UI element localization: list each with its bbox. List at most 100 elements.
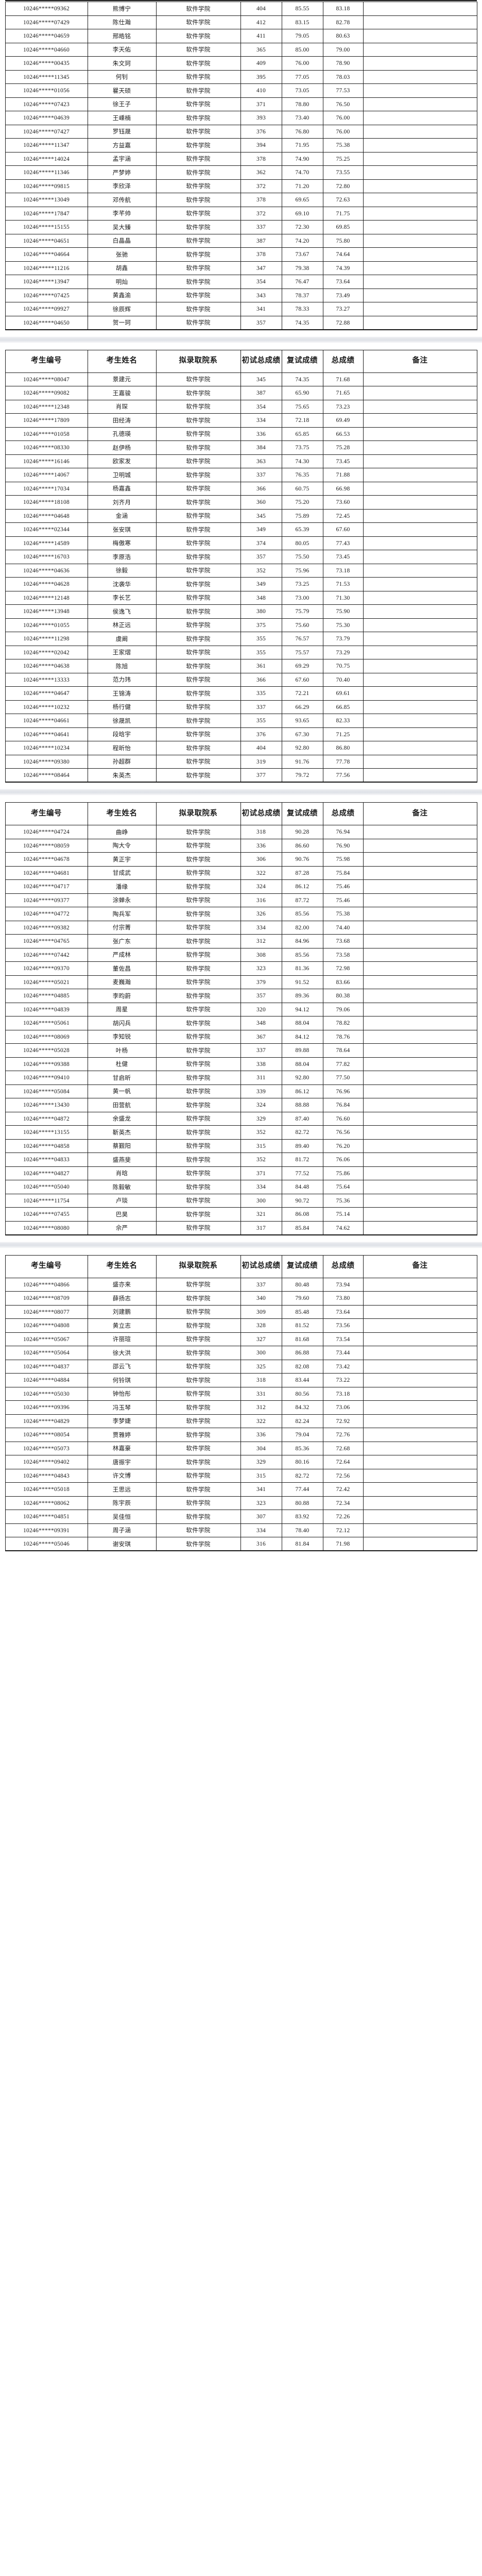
cell-candidate-name: 李欣泽: [87, 179, 157, 193]
cell-retest-score: 81.72: [281, 1153, 323, 1167]
cell-retest-score: 73.67: [281, 247, 323, 262]
cell-remarks: [363, 247, 477, 262]
cell-retest-score: 91.76: [281, 754, 323, 769]
cell-prelim-score: 352: [240, 1125, 282, 1140]
cell-department: 软件学院: [156, 522, 241, 537]
cell-retest-score: 72.30: [281, 220, 323, 234]
cell-candidate-name: 陈宇辰: [87, 1496, 157, 1510]
cell-prelim-score: 323: [240, 961, 282, 976]
cell-candidate-name: 徐大洪: [87, 1346, 157, 1360]
cell-total-score: 76.90: [322, 838, 364, 853]
cell-retest-score: 87.40: [281, 1111, 323, 1126]
cell-total-score: 73.55: [322, 165, 364, 180]
table-row: 10246*****07455 巴昊 软件学院 321 86.08 75.14: [5, 1207, 477, 1222]
cell-candidate-id: 10246*****09391: [5, 1523, 88, 1537]
cell-total-score: 75.64: [322, 1180, 364, 1194]
table-row: 10246*****11216 胡鑫 软件学院 347 79.38 74.39: [5, 261, 477, 275]
cell-department: 软件学院: [156, 83, 241, 98]
cell-retest-score: 76.57: [281, 632, 323, 646]
cell-candidate-id: 10246*****04647: [5, 686, 88, 701]
cell-retest-score: 86.60: [281, 838, 323, 853]
cell-retest-score: 60.75: [281, 481, 323, 496]
cell-candidate-id: 10246*****04650: [5, 315, 88, 330]
cell-prelim-score: 411: [240, 29, 282, 43]
cell-prelim-score: 355: [240, 714, 282, 728]
table-header-row: 考生编号 考生姓名 拟录取院系 初试总成绩 复试成绩 总成绩 备注: [5, 802, 477, 825]
cell-retest-score: 85.55: [281, 2, 323, 16]
cell-department: 软件学院: [156, 590, 241, 605]
cell-total-score: 72.64: [322, 1455, 364, 1469]
cell-candidate-id: 10246*****01055: [5, 618, 88, 632]
column-header-candidate-id: 考生编号: [5, 349, 88, 373]
cell-retest-score: 79.60: [281, 1291, 323, 1306]
table-row: 10246*****04866 盛亦来 软件学院 337 80.48 73.94: [5, 1277, 477, 1292]
cell-department: 软件学院: [156, 1304, 241, 1319]
table-row: 10246*****04650 贺一珂 软件学院 357 74.35 72.88: [5, 315, 477, 330]
cell-candidate-name: 甘成武: [87, 866, 157, 880]
table-row: 10246*****04858 蔡觐阳 软件学院 315 89.40 76.20: [5, 1139, 477, 1153]
cell-prelim-score: 322: [240, 866, 282, 880]
cell-total-score: 83.18: [322, 2, 364, 16]
cell-candidate-id: 10246*****08059: [5, 838, 88, 853]
cell-department: 软件学院: [156, 1428, 241, 1442]
cell-candidate-id: 10246*****05021: [5, 975, 88, 989]
table-row: 10246*****09370 董佐昌 软件学院 323 81.36 72.98: [5, 961, 477, 976]
table-row: 10246*****04872 余盛龙 软件学院 329 87.40 76.60: [5, 1111, 477, 1126]
cell-candidate-id: 10246*****04724: [5, 825, 88, 839]
cell-prelim-score: 318: [240, 1373, 282, 1387]
cell-department: 软件学院: [156, 920, 241, 935]
cell-candidate-id: 10246*****11754: [5, 1193, 88, 1208]
cell-candidate-id: 10246*****04829: [5, 1414, 88, 1428]
cell-department: 软件学院: [156, 1496, 241, 1510]
cell-department: 软件学院: [156, 1291, 241, 1306]
table-row: 10246*****04647 王锦涛 软件学院 335 72.21 69.61: [5, 686, 477, 701]
roster-table: 考生编号 考生姓名 拟录取院系 初试总成绩 复试成绩 总成绩 备注 10246*****048…: [5, 1255, 477, 1551]
cell-candidate-id: 10246*****04839: [5, 1002, 88, 1016]
cell-candidate-name: 黄正宇: [87, 852, 157, 867]
cell-total-score: 75.28: [322, 440, 364, 455]
column-header-department: 拟录取院系: [156, 1255, 241, 1278]
cell-retest-score: 94.12: [281, 1002, 323, 1016]
cell-total-score: 76.00: [322, 124, 364, 139]
cell-candidate-id: 10246*****07429: [5, 15, 88, 29]
table-row: 10246*****09410 甘启昕 软件学院 311 92.80 77.50: [5, 1071, 477, 1085]
cell-total-score: 75.86: [322, 1166, 364, 1180]
cell-candidate-name: 白晶晶: [87, 233, 157, 248]
cell-total-score: 71.53: [322, 577, 364, 591]
cell-retest-score: 65.90: [281, 386, 323, 400]
cell-remarks: [363, 550, 477, 564]
table-row: 10246*****04638 陈旭 软件学院 361 69.29 70.75: [5, 659, 477, 673]
cell-retest-score: 90.76: [281, 852, 323, 867]
page-seam-shadow: [0, 336, 482, 343]
cell-retest-score: 77.52: [281, 1166, 323, 1180]
cell-retest-score: 86.12: [281, 1084, 323, 1098]
table-row: 10246*****11754 卢琰 软件学院 300 90.72 75.36: [5, 1193, 477, 1208]
cell-candidate-name: 严成林: [87, 947, 157, 962]
cell-remarks: [363, 138, 477, 152]
cell-candidate-id: 10246*****04660: [5, 42, 88, 57]
table-top-rule: [5, 0, 477, 2]
cell-department: 软件学院: [156, 632, 241, 646]
cell-total-score: 75.90: [322, 604, 364, 619]
cell-retest-score: 86.12: [281, 879, 323, 894]
cell-retest-score: 75.60: [281, 618, 323, 632]
cell-prelim-score: 387: [240, 386, 282, 400]
column-header-retest-score: 复试成绩: [281, 1255, 323, 1278]
cell-candidate-id: 10246*****04636: [5, 563, 88, 578]
cell-candidate-name: 田营航: [87, 1098, 157, 1112]
cell-total-score: 78.76: [322, 1029, 364, 1044]
table-row: 10246*****04648 金涵 软件学院 345 75.89 72.45: [5, 509, 477, 523]
cell-retest-score: 76.47: [281, 275, 323, 289]
cell-candidate-id: 10246*****04808: [5, 1318, 88, 1333]
cell-prelim-score: 321: [240, 1207, 282, 1222]
cell-retest-score: 84.12: [281, 1029, 323, 1044]
cell-department: 软件学院: [156, 413, 241, 428]
cell-total-score: 78.82: [322, 1016, 364, 1030]
cell-candidate-id: 10246*****04659: [5, 29, 88, 43]
cell-remarks: [363, 590, 477, 605]
cell-remarks: [363, 522, 477, 537]
cell-candidate-name: 梅傲寒: [87, 536, 157, 550]
column-header-candidate-name: 考生姓名: [87, 802, 157, 825]
cell-candidate-name: 程昕怡: [87, 741, 157, 755]
cell-candidate-id: 10246*****09927: [5, 302, 88, 316]
